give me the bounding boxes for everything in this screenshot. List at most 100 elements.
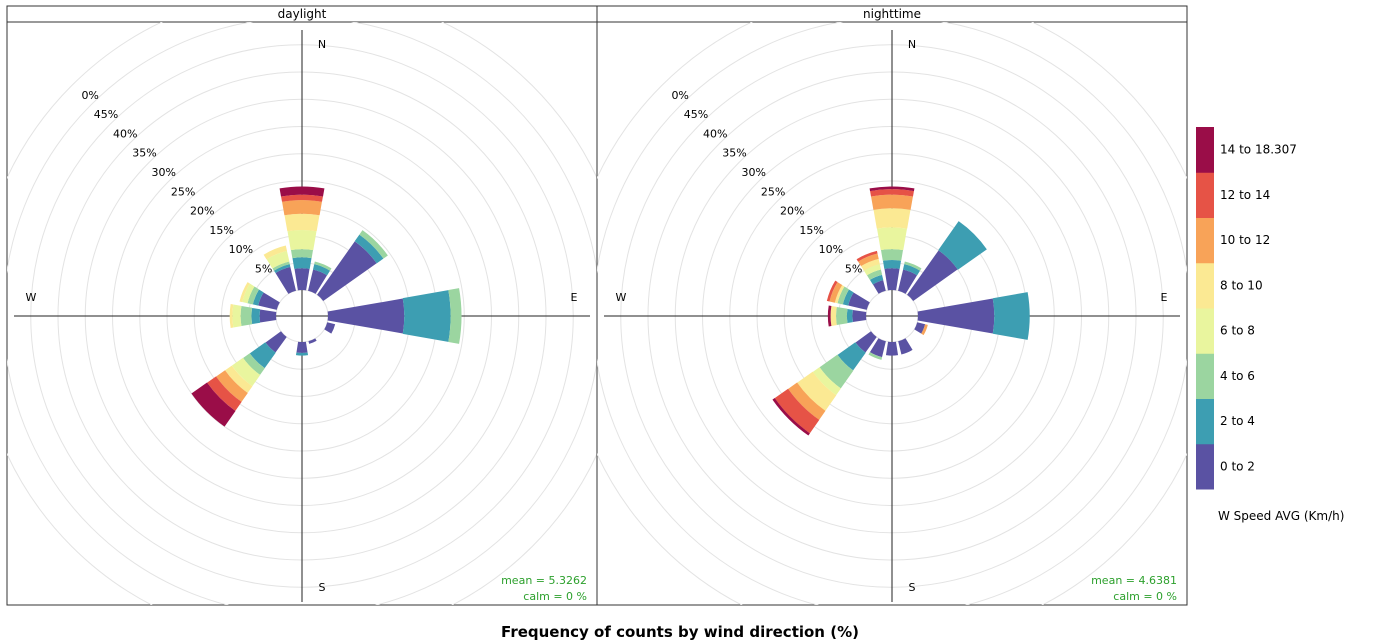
legend-swatch-0: [1196, 443, 1214, 490]
rose-sector-nnw-bin-4: [263, 245, 288, 260]
legend-swatch-5: [1196, 217, 1214, 264]
rose-sector-ese-bin-0: [914, 322, 926, 334]
radial-tick-label: 35%: [722, 147, 746, 160]
rose-sector-wnw-bin-4: [239, 282, 250, 303]
rose-sector-n-bin-1: [292, 257, 312, 269]
rose-sector-wnw-bin-5: [829, 282, 843, 303]
compass-label-s: S: [319, 581, 326, 594]
rose-sector-nnw-bin-3: [864, 264, 882, 276]
panel-nighttime: nighttime 5%10% 15% 20% 25% 30% 35% 40% 45% 0% N S…: [596, 5, 1188, 606]
rose-sector-sw-bin-5: [216, 370, 248, 402]
rose-sector-sw-bin-1: [837, 342, 866, 371]
legend-label-7: 14 to 18.307: [1220, 143, 1297, 157]
rose-sector-w-bin-7: [827, 305, 832, 327]
rose-sector-sw-bin-6: [774, 388, 820, 434]
rose-sector-wnw-bin-0: [258, 292, 280, 310]
rose-sector-e-bin-0: [917, 298, 995, 334]
rose-sector-e-bin-2: [448, 288, 462, 344]
compass-label-n: N: [908, 38, 916, 51]
legend-label-1: 2 to 4: [1220, 414, 1255, 428]
rose-sector-ne-bin-1: [938, 221, 987, 270]
radial-tick-label: 10%: [229, 243, 253, 256]
rose-sector-sw-bin-1: [249, 342, 276, 369]
legend-label-4: 8 to 10: [1220, 278, 1263, 292]
rose-sector-s-bin-1: [295, 352, 309, 356]
rose-sector-sw-bin-4: [225, 365, 253, 393]
rose-sector-wnw-bin-0: [848, 292, 870, 310]
rose-sector-nnw-bin-1: [274, 264, 291, 274]
rose-plot-daylight: 5%10% 15% 20% 25% 30% 35% 40% 45% 0% N S W E: [7, 22, 597, 605]
rose-sector-nne-bin-0: [898, 269, 918, 294]
radial-tick-label: 40%: [113, 128, 137, 141]
radial-tick-label: 30%: [152, 166, 176, 179]
rose-sector-n-bin-6: [281, 194, 323, 202]
rose-sector-n-bin-5: [871, 194, 913, 210]
calm-label-nighttime: calm = 0 %: [1113, 590, 1177, 603]
legend-label-0: 0 to 2: [1220, 459, 1255, 473]
rose-sector-ese-bin-0: [324, 322, 336, 334]
radial-tick-label: 10%: [819, 243, 843, 256]
rose-sector-nnw-bin-3: [266, 250, 290, 269]
rose-sector-w-bin-4: [830, 305, 837, 327]
rose-sector-w-bin-0: [259, 309, 277, 323]
legend-swatch-6: [1196, 172, 1214, 218]
compass-label-n: N: [318, 38, 326, 51]
compass-label-e: E: [1161, 291, 1168, 304]
legend-swatch-4: [1196, 262, 1214, 309]
rose-sector-sw-bin-0: [265, 331, 287, 353]
rose-sector-sse-bin-0: [308, 338, 317, 344]
rose-sector-wnw-bin-2: [247, 286, 260, 305]
rose-sector-sw-bin-2: [243, 353, 265, 375]
calm-label-daylight: calm = 0 %: [523, 590, 587, 603]
legend-label-6: 12 to 14: [1220, 188, 1270, 202]
rose-sector-n-bin-5: [282, 200, 322, 216]
rose-sector-nnw-bin-6: [856, 250, 878, 262]
radial-tick-label: 0%: [81, 89, 98, 102]
legend-swatch-1: [1196, 398, 1214, 445]
rose-sector-nnw-bin-4: [861, 258, 880, 271]
rose-sector-sw-bin-7: [772, 398, 810, 436]
legend-label-2: 4 to 6: [1220, 369, 1255, 383]
rose-sector-nnw-bin-1: [869, 274, 884, 285]
radial-tick-label: 25%: [761, 185, 785, 198]
rose-sector-e-bin-1: [402, 290, 451, 342]
rose-sector-wnw-bin-3: [242, 283, 255, 304]
compass-label-e: E: [571, 291, 578, 304]
rose-sector-w-bin-3: [232, 304, 242, 328]
rose-sector-nne-bin-2: [904, 261, 922, 271]
rose-sector-sw-bin-0: [855, 331, 877, 353]
rose-sector-ne-bin-0: [907, 250, 958, 301]
rose-sector-sw-bin-2: [819, 354, 854, 389]
rose-sector-wnw-bin-4: [834, 285, 845, 304]
rose-sector-ne-bin-0: [317, 241, 377, 301]
rose-sector-wnw-bin-1: [842, 289, 854, 306]
rose-sector-nnw-bin-2: [866, 269, 883, 280]
rose-sector-n-bin-1: [882, 260, 902, 269]
rose-sector-wnw-bin-2: [837, 286, 850, 305]
radial-tick-label: 25%: [171, 185, 195, 198]
rose-plot-nighttime: 5%10% 15% 20% 25% 30% 35% 40% 45% 0% N S W E: [597, 22, 1187, 605]
rose-sector-ssw-bin-2: [868, 352, 883, 360]
rose-sector-ssw-bin-0: [869, 338, 886, 358]
legend-swatch-3: [1196, 308, 1214, 354]
rose-sector-nnw-bin-0: [872, 280, 886, 294]
chart-title: Frequency of counts by wind direction (%…: [501, 623, 859, 641]
rose-sector-nnw-bin-0: [275, 266, 296, 294]
compass-label-w: W: [616, 291, 627, 304]
speed-legend: 0 to 2 2 to 4 4 to 6 6 to 8 8 to 10 10 to 12 1…: [1196, 127, 1297, 490]
strip-label-nighttime: nighttime: [863, 7, 921, 21]
rose-sector-nne-bin-1: [312, 264, 330, 276]
radial-tick-label: 35%: [132, 147, 156, 160]
mean-label-daylight: mean = 5.3262: [501, 574, 587, 587]
rose-sector-n-bin-2: [880, 249, 904, 261]
rose-sector-n-bin-0: [884, 268, 900, 291]
mean-label-nighttime: mean = 4.6381: [1091, 574, 1177, 587]
radial-tick-label: 5%: [255, 262, 272, 275]
rose-sector-wnw-bin-6: [826, 280, 838, 302]
strip-label-daylight: daylight: [278, 7, 327, 21]
rose-sector-sw-bin-7: [191, 382, 236, 427]
rose-sector-n-bin-6: [870, 189, 914, 197]
radial-tick-label: 30%: [742, 166, 766, 179]
legend-label-3: 6 to 8: [1220, 324, 1255, 338]
